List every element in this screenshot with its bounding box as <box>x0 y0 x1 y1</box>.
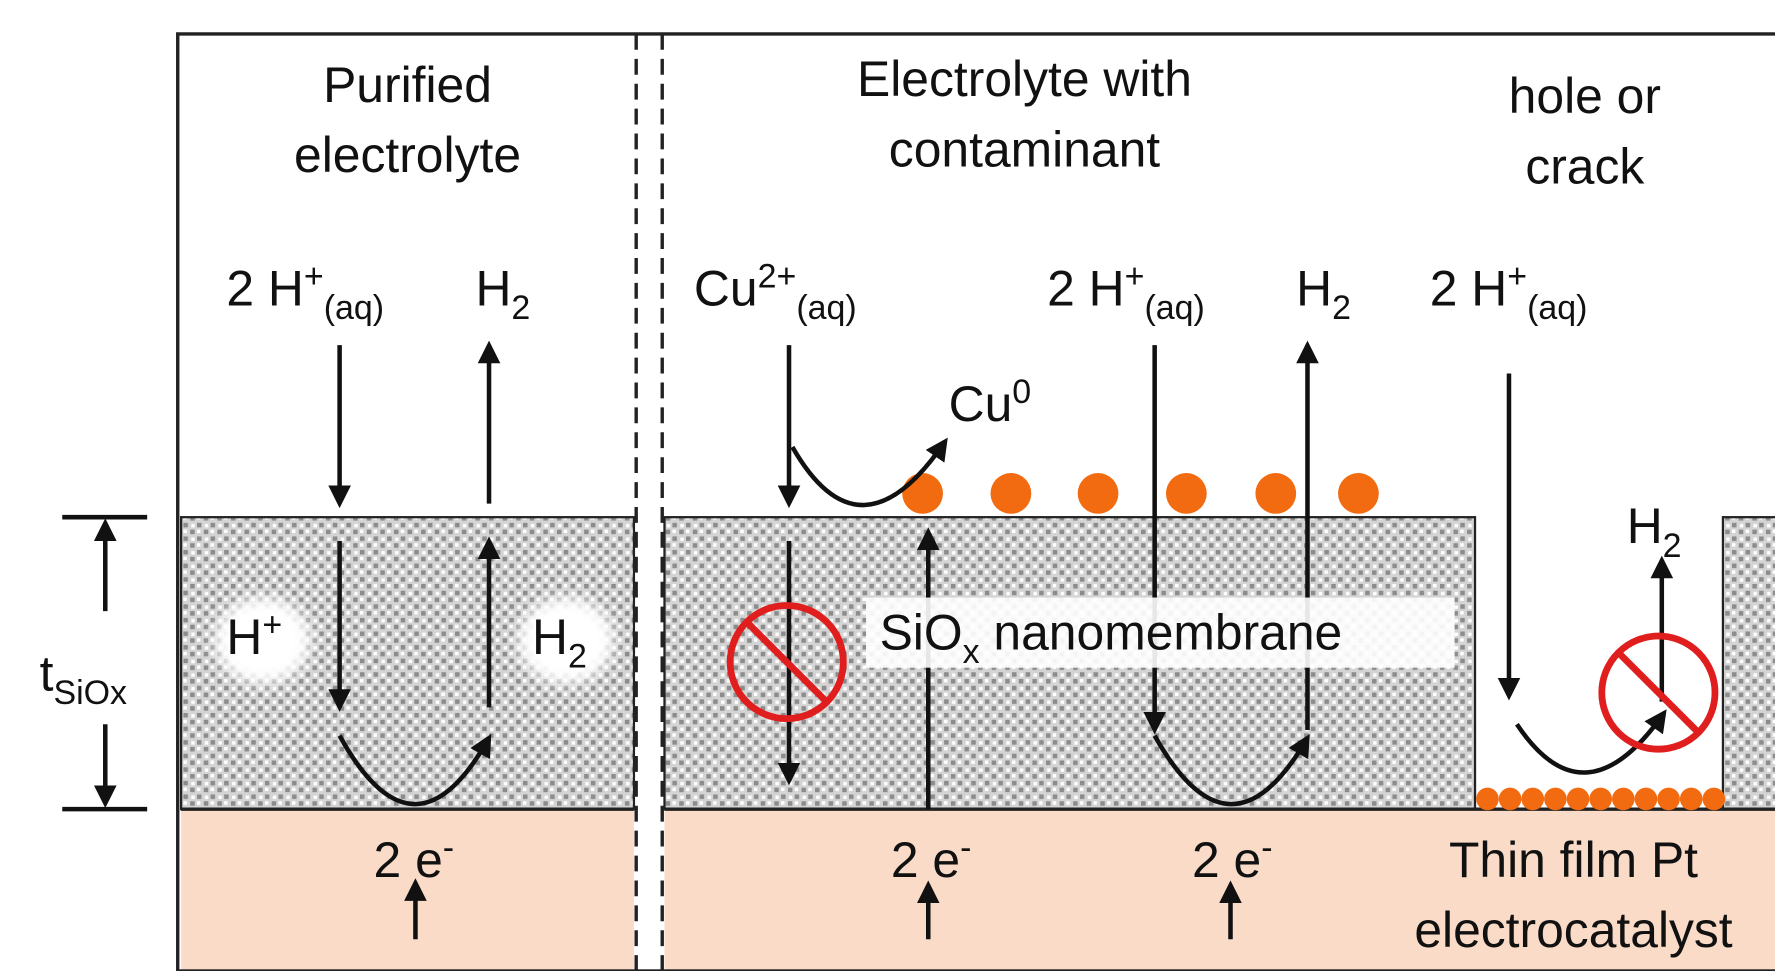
label-text: 2 H <box>1047 261 1125 317</box>
label: H2 <box>1296 261 1351 328</box>
label-text: H <box>226 609 262 665</box>
label-text: H <box>532 609 568 665</box>
label-text: crack <box>1525 138 1644 194</box>
label: H2 <box>1627 498 1682 565</box>
cu-particle <box>1499 788 1522 811</box>
label-text: H <box>1627 498 1663 554</box>
label-text: SiO <box>880 605 963 661</box>
label-text: (aq) <box>1144 289 1204 327</box>
cu-particle <box>1255 473 1296 514</box>
label-text: contaminant <box>889 121 1160 177</box>
label-text: + <box>1507 257 1527 295</box>
label: Cu0 <box>949 373 1032 432</box>
label-text: + <box>1125 257 1145 295</box>
cu-particle <box>1657 788 1680 811</box>
label-text: 2+ <box>758 257 797 295</box>
label-text: H <box>475 261 511 317</box>
label: Purified <box>323 57 492 113</box>
label-text: 2 <box>1663 527 1682 565</box>
cu-particle <box>1589 788 1612 811</box>
label-text: (aq) <box>1527 289 1587 327</box>
label-text: 0 <box>1012 373 1031 411</box>
label: electrolyte <box>294 127 521 183</box>
label-text: Cu <box>949 376 1013 432</box>
label-text: 2 H <box>226 261 304 317</box>
label: Cu2+(aq) <box>694 257 857 327</box>
label: 2 H+(aq) <box>1047 257 1205 327</box>
cu-particle <box>1567 788 1590 811</box>
label: 2 H+(aq) <box>1430 257 1588 327</box>
cu-particle <box>1680 788 1703 811</box>
label: tSiOx <box>40 645 127 712</box>
cu-particle <box>1635 788 1658 811</box>
label-text: 2 e <box>374 832 443 888</box>
label-text: H <box>1296 261 1332 317</box>
label-text: 2 e <box>891 832 960 888</box>
label: 2 e- <box>1192 829 1273 888</box>
label: 2 e- <box>374 829 455 888</box>
label-text: Electrolyte with <box>857 51 1192 107</box>
label: electrocatalyst <box>1414 902 1732 958</box>
label: contaminant <box>889 121 1160 177</box>
label-text: (aq) <box>324 289 384 327</box>
membrane <box>1723 517 1775 809</box>
label-text: nanomembrane <box>980 605 1343 661</box>
cu-particle <box>1166 473 1207 514</box>
label-text: + <box>304 257 324 295</box>
label-text: electrocatalyst <box>1414 902 1732 958</box>
label: 2 H+(aq) <box>226 257 384 327</box>
label-text: Thin film Pt <box>1449 832 1698 888</box>
label: Thin film Pt <box>1449 832 1698 888</box>
label-text: Purified <box>323 57 492 113</box>
label-text: t <box>40 645 54 701</box>
label-text: - <box>443 829 454 867</box>
label-text: hole or <box>1509 68 1661 124</box>
label-text: - <box>1261 829 1272 867</box>
label: 2 e- <box>891 829 972 888</box>
cu-particle <box>1703 788 1726 811</box>
cu-particle <box>991 473 1032 514</box>
label-text: - <box>960 829 971 867</box>
label: H2 <box>475 261 530 328</box>
cu-particle <box>1612 788 1635 811</box>
label: Electrolyte with <box>857 51 1192 107</box>
label-text: SiOx <box>53 674 127 712</box>
diagram: Purified electrolyte Electrolyte with conta… <box>0 0 1775 971</box>
label-text: 2 <box>568 638 587 676</box>
label-text: 2 e <box>1192 832 1261 888</box>
cu-particle <box>902 473 943 514</box>
cu-particle <box>1544 788 1567 811</box>
label-text: x <box>963 633 980 671</box>
label-text: 2 H <box>1430 261 1508 317</box>
label-text: + <box>262 606 282 644</box>
label: hole or <box>1509 68 1661 124</box>
label-text: Cu <box>694 261 758 317</box>
label-text: electrolyte <box>294 127 521 183</box>
label-text: (aq) <box>796 289 856 327</box>
page: {"labels": [ {"lines": [[{"text": "Purif… <box>0 0 1775 971</box>
cu-particle <box>1521 788 1544 811</box>
label: crack <box>1525 138 1644 194</box>
label-text: 2 <box>511 289 530 327</box>
cu-particle <box>1078 473 1119 514</box>
cu-particle <box>1338 473 1379 514</box>
label-text: 2 <box>1332 289 1351 327</box>
arrow <box>1517 713 1664 773</box>
cu-particle <box>1476 788 1499 811</box>
